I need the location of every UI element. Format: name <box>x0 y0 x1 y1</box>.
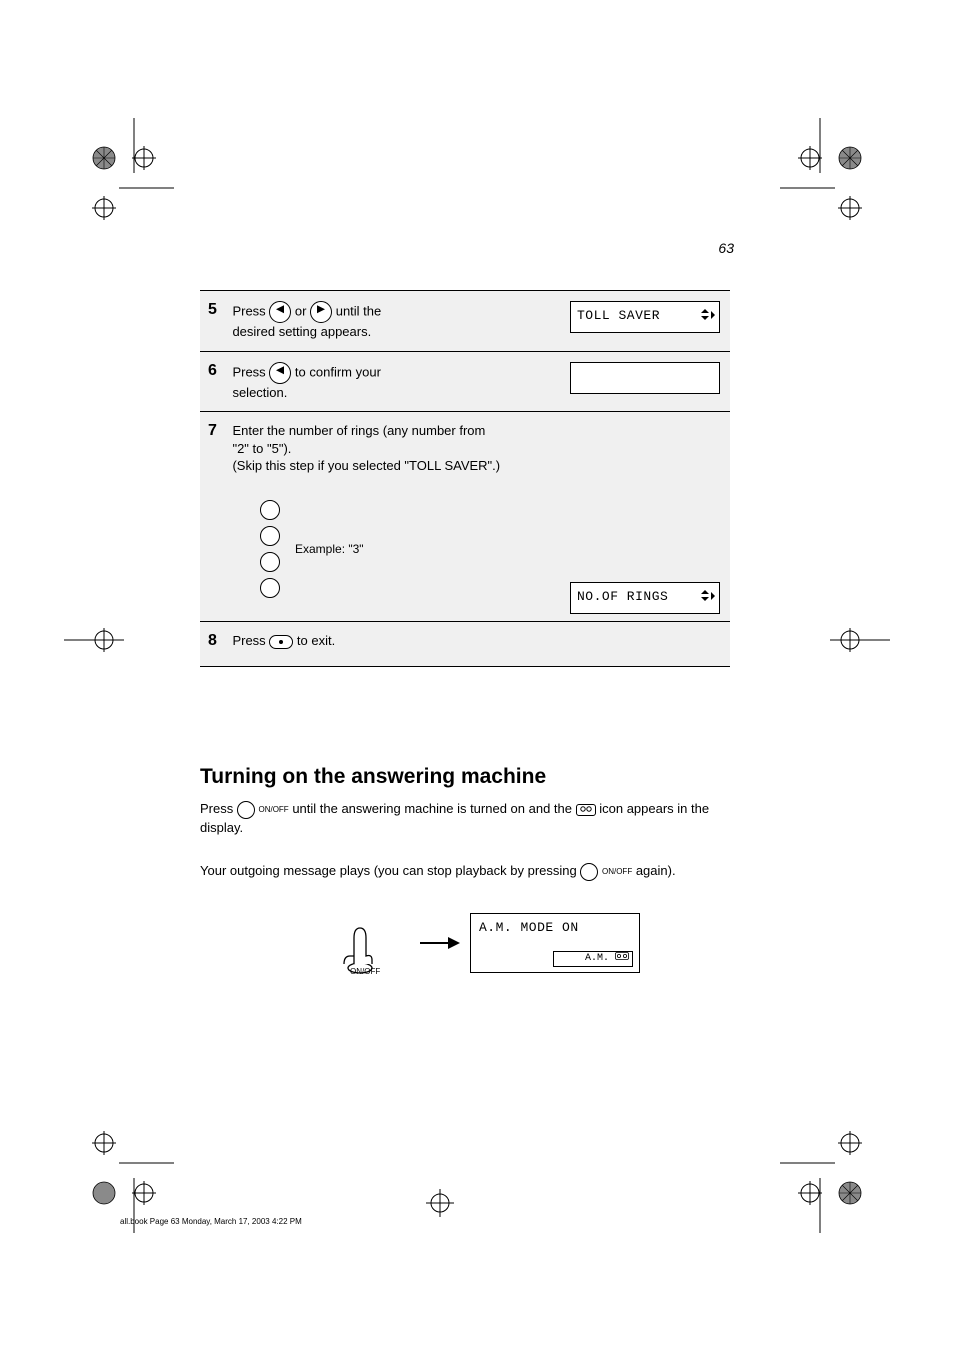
footer-filename: all.book Page 63 Monday, March 17, 2003 … <box>120 1217 302 1226</box>
text: again). <box>636 863 676 878</box>
step-text: Press to exit. <box>232 632 552 650</box>
crop-mark-icon <box>64 620 134 660</box>
keypad-key-icon <box>260 526 280 546</box>
text: Press <box>232 303 269 318</box>
nav-arrows-icon <box>701 309 715 325</box>
keypad-key-icon <box>260 500 280 520</box>
on-off-button-icon <box>237 801 255 819</box>
display-text: TOLL SAVER <box>577 308 660 323</box>
text: until the <box>336 303 382 318</box>
text: or <box>295 303 310 318</box>
text: Your outgoing message plays (you can sto… <box>200 863 580 878</box>
paragraph: Press ON/OFF until the answering machine… <box>200 800 730 838</box>
stop-button-icon <box>269 635 293 649</box>
crop-mark-icon <box>820 620 890 660</box>
step-number: 5 <box>208 301 228 319</box>
step-row: 8 Press to exit. <box>200 622 730 666</box>
crop-mark-icon <box>780 118 890 228</box>
step-text: Enter the number of rings (any number fr… <box>232 422 712 475</box>
step-text: Press or until the desired setting appea… <box>232 301 552 341</box>
paragraph: Your outgoing message plays (you can sto… <box>200 862 730 881</box>
lcd-screen: A.M. MODE ON A.M. <box>470 913 640 973</box>
lcd-display: TOLL SAVER <box>570 301 720 333</box>
nav-arrows-icon <box>701 590 715 606</box>
lcd-subline: A.M. <box>553 951 633 967</box>
lcd-display: NO.OF RINGS <box>570 582 720 614</box>
step-row: 7 Enter the number of rings (any number … <box>200 412 730 622</box>
text: selection. <box>232 385 287 400</box>
play-left-icon <box>269 301 291 323</box>
text: Press <box>232 633 269 648</box>
play-left-icon <box>269 362 291 384</box>
crop-mark-icon <box>780 1123 890 1233</box>
on-off-label: ON/OFF <box>602 867 632 876</box>
step-number: 7 <box>208 422 228 440</box>
instruction-table: 5 Press or until the desired setting app… <box>200 290 730 667</box>
play-right-icon <box>310 301 332 323</box>
step-number: 8 <box>208 632 228 650</box>
text: Enter the number of rings (any number fr… <box>232 423 485 438</box>
display-text: NO.OF RINGS <box>577 589 668 604</box>
section-heading: Turning on the answering machine <box>200 765 546 789</box>
example-label: Example: "3" <box>295 542 364 556</box>
on-off-label: ON/OFF <box>258 805 288 814</box>
page-number: 63 <box>718 240 734 256</box>
manual-page: 63 5 Press or until the des <box>0 0 954 1351</box>
tape-icon <box>615 952 629 963</box>
step-row: 6 Press to confirm your selection. <box>200 352 730 413</box>
text: A.M. <box>585 953 609 964</box>
text: "2" to "5"). <box>232 441 291 456</box>
text: (Skip this step if you selected "TOLL SA… <box>232 458 500 473</box>
arrow-right-icon <box>420 933 460 953</box>
crop-mark-icon <box>420 1183 460 1223</box>
step-number: 6 <box>208 362 228 380</box>
text: desired setting appears. <box>232 324 371 339</box>
tape-icon <box>576 804 596 816</box>
on-off-button-icon <box>580 863 598 881</box>
keypad-key-icon <box>260 578 280 598</box>
step-row: 5 Press or until the desired setting app… <box>200 291 730 352</box>
press-illustration: ON/OFF A.M. MODE ON A.M. <box>300 905 650 985</box>
lcd-display <box>570 362 720 394</box>
text: until the answering machine is turned on… <box>292 801 575 816</box>
text: Press <box>200 801 237 816</box>
lcd-line: A.M. MODE ON <box>471 914 639 935</box>
text: Press <box>232 364 269 379</box>
text: to exit. <box>297 633 335 648</box>
keypad-key-icon <box>260 552 280 572</box>
on-off-label: ON/OFF <box>350 967 380 976</box>
step-text: Press to confirm your selection. <box>232 362 552 402</box>
crop-mark-icon <box>64 118 174 228</box>
keypad-illustration <box>260 500 286 604</box>
text: to confirm your <box>295 364 381 379</box>
